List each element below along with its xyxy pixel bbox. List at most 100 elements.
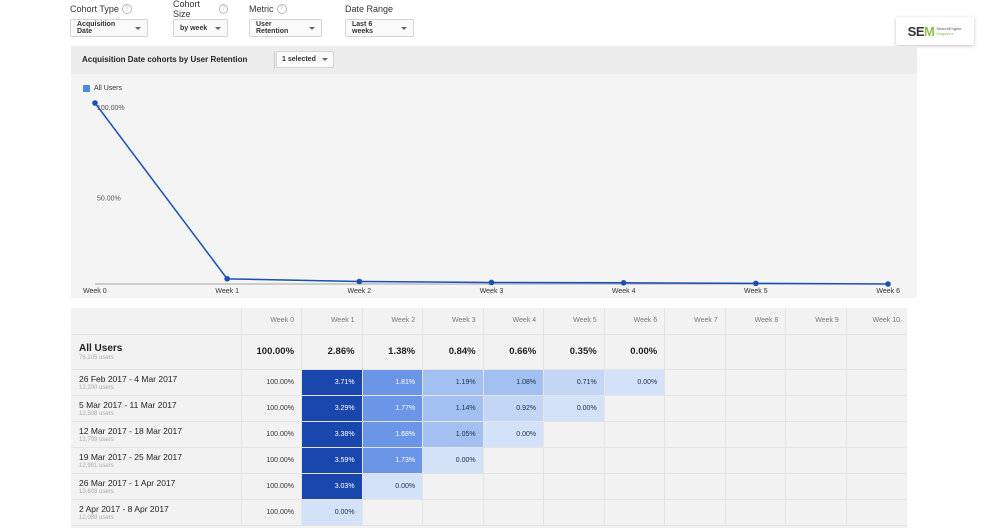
column-header: Week 4	[482, 308, 544, 335]
y-tick-label: 100.00%	[97, 105, 125, 112]
data-point[interactable]	[92, 100, 98, 106]
date-range-label: Date Range	[345, 4, 394, 14]
user-count: 12,089 users	[79, 514, 114, 521]
cohort-label: 26 Feb 2017 - 4 Mar 2017	[79, 373, 178, 384]
retention-cell	[785, 447, 847, 474]
retention-cell	[603, 447, 665, 474]
row-label: 2 Apr 2017 - 8 Apr 2017 12,089 users	[71, 499, 241, 526]
user-count: 13,608 users	[79, 488, 114, 495]
cohort-table: Week 0 Week 1 Week 2 Week 3 Week 4 Week 5 Week…	[71, 308, 907, 528]
row-label: 26 Mar 2017 - 1 Apr 2017 13,608 users	[71, 473, 241, 500]
divider	[274, 51, 275, 69]
chevron-down-icon	[401, 26, 407, 30]
retention-cell	[724, 395, 786, 422]
retention-cell	[482, 473, 544, 500]
cohort-type-control: Cohort Type? Acquisition Date	[70, 3, 148, 37]
retention-cell	[361, 499, 423, 526]
retention-cell: 1.14%	[422, 395, 484, 422]
retention-cell	[603, 473, 665, 500]
help-icon[interactable]: ?	[121, 4, 132, 14]
retention-cell: 100.00%	[240, 499, 302, 526]
retention-cell: 0.00%	[301, 499, 363, 526]
cohort-size-control: Cohort Size? by week	[173, 0, 228, 37]
x-tick-label: Week 1	[215, 288, 239, 295]
date-range-value: Last 6 weeks	[352, 21, 374, 35]
summary-cell: 0.66%	[482, 334, 544, 370]
legend-label: All Users	[94, 85, 123, 92]
summary-cell: 0.35%	[543, 334, 605, 370]
cohort-label: 12 Mar 2017 - 18 Mar 2017	[79, 425, 183, 436]
series-line-all-users	[94, 102, 889, 285]
data-point[interactable]	[356, 278, 363, 285]
data-point[interactable]	[753, 280, 759, 287]
retention-cell	[664, 473, 726, 500]
retention-cell	[724, 447, 786, 474]
user-count: 12,200 users	[79, 384, 114, 391]
column-header: Week 5	[543, 308, 605, 335]
retention-cell	[845, 369, 907, 396]
retention-cell	[664, 499, 726, 526]
logo-text-b: M	[924, 23, 935, 39]
user-count: 76,105 users	[79, 354, 114, 361]
retention-cell	[845, 421, 907, 448]
user-count: 12,508 users	[79, 410, 114, 417]
user-count: 12,991 users	[79, 462, 114, 469]
table-header-row: Week 0 Week 1 Week 2 Week 3 Week 4 Week 5 Week…	[71, 308, 907, 335]
retention-cell	[845, 395, 907, 422]
date-range-dropdown[interactable]: Last 6 weeks	[345, 19, 414, 37]
retention-cell: 100.00%	[240, 421, 302, 448]
retention-cell: 100.00%	[240, 369, 302, 396]
cohort-size-label: Cohort Size	[173, 0, 201, 19]
retention-cell	[724, 369, 786, 396]
data-point[interactable]	[488, 279, 495, 286]
retention-cell: 1.68%	[361, 421, 423, 448]
table-row: 12 Mar 2017 - 18 Mar 2017 12,709 users 100…	[71, 421, 907, 448]
x-tick-label: Week 4	[612, 288, 636, 295]
retention-cell	[724, 473, 786, 500]
retention-cell: 3.71%	[301, 369, 363, 396]
retention-cell	[785, 473, 847, 500]
retention-cell	[664, 421, 726, 448]
retention-cell	[785, 499, 847, 526]
data-point[interactable]	[620, 280, 627, 286]
summary-cell	[664, 334, 726, 370]
retention-cell	[543, 421, 605, 448]
summary-cell	[724, 334, 786, 370]
series-selector-dropdown[interactable]: 1 selected	[276, 51, 334, 68]
retention-cell	[724, 499, 786, 526]
retention-cell: 100.00%	[240, 395, 302, 422]
row-label: 19 Mar 2017 - 25 Mar 2017 12,991 users	[71, 447, 241, 474]
header-corner	[71, 308, 241, 335]
retention-cell	[422, 473, 484, 500]
chart-legend[interactable]: All Users	[83, 85, 122, 92]
data-point[interactable]	[885, 281, 891, 287]
cohort-size-dropdown[interactable]: by week	[173, 19, 228, 37]
column-header: Week 0	[240, 308, 302, 335]
metric-dropdown[interactable]: User Retention	[249, 19, 322, 37]
cohort-type-dropdown[interactable]: Acquisition Date	[70, 19, 148, 37]
retention-cell: 0.00%	[543, 395, 605, 422]
retention-cell	[603, 499, 665, 526]
data-point[interactable]	[224, 276, 230, 282]
summary-cell: 100.00%	[240, 334, 302, 370]
help-icon[interactable]: ?	[218, 4, 228, 14]
retention-cell	[664, 369, 726, 396]
summary-cell: 0.00%	[603, 334, 665, 370]
retention-cell	[724, 421, 786, 448]
retention-cell: 0.00%	[422, 447, 484, 474]
row-label: 12 Mar 2017 - 18 Mar 2017 12,709 users	[71, 421, 241, 448]
table-row: 26 Mar 2017 - 1 Apr 2017 13,608 users 100.…	[71, 473, 907, 500]
retention-cell	[664, 447, 726, 474]
summary-cell: 1.38%	[361, 334, 423, 370]
table-row: 2 Apr 2017 - 8 Apr 2017 12,089 users 100.0…	[71, 499, 907, 526]
help-icon[interactable]: ?	[276, 4, 287, 14]
retention-cell	[543, 473, 605, 500]
retention-cell: 1.05%	[422, 421, 484, 448]
column-header: Week 6	[603, 308, 665, 335]
column-header: Week 7	[664, 308, 726, 335]
retention-cell	[785, 369, 847, 396]
metric-value: User Retention	[256, 21, 289, 35]
summary-cell: 0.84%	[422, 334, 484, 370]
summary-cell: 2.86%	[301, 334, 363, 370]
retention-cell	[422, 499, 484, 526]
